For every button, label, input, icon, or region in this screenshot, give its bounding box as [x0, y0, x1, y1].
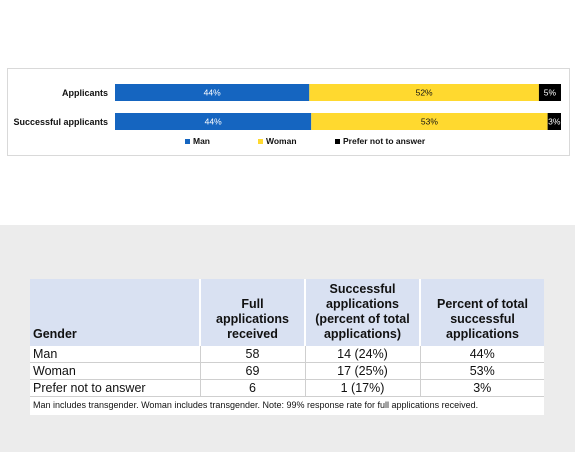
- cell-gender: Prefer not to answer: [30, 379, 201, 397]
- table-row: Prefer not to answer 6 1 (17%) 3%: [30, 379, 544, 397]
- cell-percent: 53%: [420, 362, 544, 380]
- category-label: Successful applicants: [13, 117, 108, 127]
- data-label: 3%: [548, 117, 561, 127]
- cell-percent: 3%: [420, 379, 544, 397]
- legend-swatch: [335, 139, 340, 144]
- legend-label: Woman: [266, 136, 297, 146]
- header-percent-successful: Percent of total successful applications: [420, 279, 544, 346]
- legend-swatch: [258, 139, 263, 144]
- legend-swatch: [185, 139, 190, 144]
- cell-gender: Woman: [30, 362, 201, 380]
- data-label: 52%: [416, 88, 433, 98]
- table-footnote: Man includes transgender. Woman includes…: [33, 400, 479, 410]
- data-table: Gender Full applications received Succes…: [30, 279, 544, 397]
- cell-successful: 1 (17%): [305, 379, 421, 397]
- cell-percent: 44%: [420, 346, 544, 363]
- chart-svg: Applicants 44% 52% 5% Successful applicants 4…: [13, 84, 561, 146]
- legend-label: Man: [193, 136, 210, 146]
- bar-segment: [309, 84, 539, 101]
- cell-full-applications: 6: [200, 379, 306, 397]
- header-successful-applications: Successful applications (percent of tota…: [305, 279, 421, 346]
- stacked-bar-chart: Applicants 44% 52% 5% Successful applicants 4…: [7, 68, 570, 156]
- table-row: Man 58 14 (24%) 44%: [30, 346, 544, 363]
- legend-label: Prefer not to answer: [343, 136, 426, 146]
- data-label: 53%: [421, 117, 438, 127]
- header-full-applications: Full applications received: [200, 279, 306, 346]
- cell-full-applications: 69: [200, 362, 306, 380]
- gender-table: Gender Full applications received Succes…: [30, 279, 544, 415]
- bar-segment: [547, 113, 561, 130]
- cell-full-applications: 58: [200, 346, 306, 363]
- bar-segment: [311, 113, 548, 130]
- table-row: Woman 69 17 (25%) 53%: [30, 362, 544, 380]
- category-label: Applicants: [62, 88, 108, 98]
- cell-gender: Man: [30, 346, 201, 363]
- data-label: 44%: [205, 117, 222, 127]
- bar-segment: [538, 84, 561, 101]
- header-gender: Gender: [30, 279, 201, 346]
- bar-segment: [115, 84, 310, 101]
- cell-successful: 17 (25%): [305, 362, 421, 380]
- table-header-row: Gender Full applications received Succes…: [30, 279, 544, 346]
- bar-segment: [115, 113, 312, 130]
- data-label: 5%: [544, 88, 557, 98]
- cell-successful: 14 (24%): [305, 346, 421, 363]
- data-label: 44%: [204, 88, 221, 98]
